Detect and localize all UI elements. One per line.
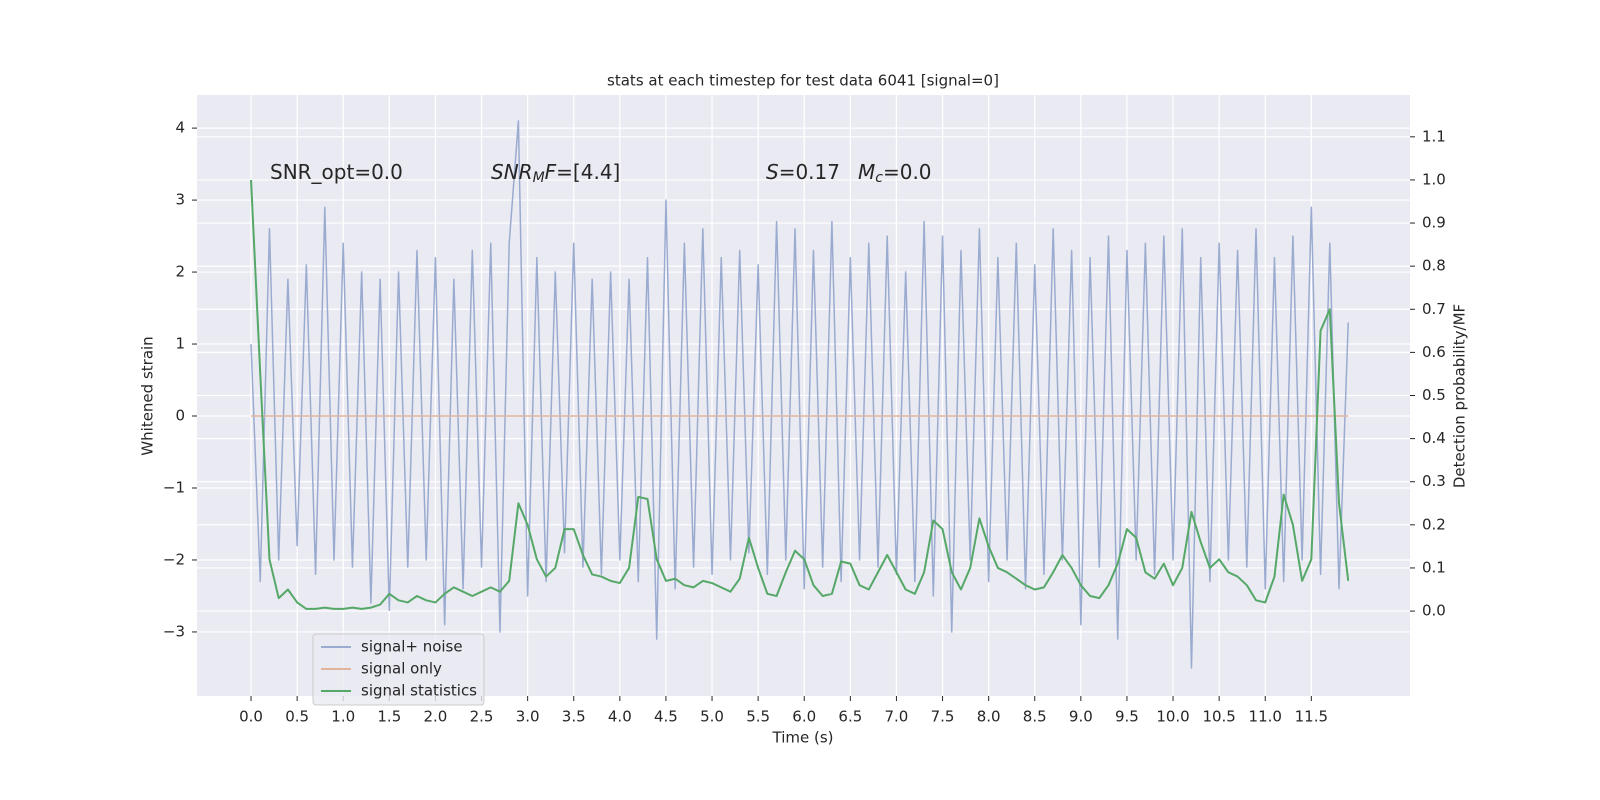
y2-tick-label: 0.0 — [1422, 602, 1446, 620]
legend-label: signal only — [361, 660, 442, 678]
annotation-part: M — [533, 170, 545, 186]
legend-label: signal+ noise — [361, 638, 463, 656]
chart-title: stats at each timestep for test data 604… — [607, 72, 999, 90]
y2-tick-label: 0.9 — [1422, 214, 1446, 232]
annotation-part: SNR_opt=0.0 — [270, 160, 403, 184]
x-tick-label: 9.0 — [1069, 708, 1093, 726]
x-tick-label: 0.0 — [239, 708, 263, 726]
x-tick-label: 7.5 — [931, 708, 955, 726]
y-tick-label: −1 — [163, 478, 185, 496]
annotation-part: =0.17 — [779, 160, 840, 184]
x-tick-label: 1.5 — [377, 708, 401, 726]
x-tick-label: 8.5 — [1023, 708, 1047, 726]
y-tick-label: −3 — [163, 622, 185, 640]
x-tick-label: 3.0 — [516, 708, 540, 726]
y2-tick-label: 0.2 — [1422, 515, 1446, 533]
y-axis-label: Whitened strain — [139, 336, 157, 455]
y2-tick-label: 0.5 — [1422, 386, 1446, 404]
x-tick-label: 5.5 — [746, 708, 770, 726]
series-line — [250, 120, 1349, 669]
x-tick-label: 2.0 — [424, 708, 448, 726]
annotation-part: =0.0 — [883, 160, 932, 184]
legend: signal+ noise signal only signal statistic… — [312, 633, 485, 706]
series-line — [250, 179, 1350, 610]
y2-tick-label: 0.1 — [1422, 558, 1446, 576]
x-tick-label: 6.0 — [792, 708, 816, 726]
x-tick-label: 8.0 — [977, 708, 1001, 726]
x-tick-label: 1.0 — [331, 708, 355, 726]
annotation-part: c — [875, 170, 883, 186]
annotation-part: SNR — [491, 160, 533, 184]
y-tick-label: 0 — [175, 407, 185, 425]
x-tick-label: 10.0 — [1156, 708, 1189, 726]
legend-label: signal statistics — [361, 682, 477, 700]
x-tick-label: 4.5 — [654, 708, 678, 726]
x-tick-label: 11.0 — [1249, 708, 1282, 726]
annotation: S=0.17 Mc=0.0 — [766, 160, 932, 187]
annotation-part: F — [545, 160, 557, 184]
x-tick-label: 4.0 — [608, 708, 632, 726]
y-tick-label: 3 — [175, 191, 185, 209]
annotation-part: S — [766, 160, 779, 184]
y2-axis-label: Detection probability/MF — [1451, 304, 1469, 488]
x-tick-label: 0.5 — [285, 708, 309, 726]
annotation: SNRMF=[4.4] — [491, 160, 620, 187]
x-tick-label: 11.5 — [1295, 708, 1328, 726]
x-axis-label: Time (s) — [772, 729, 834, 747]
marks — [250, 120, 1350, 669]
annotation: SNR_opt=0.0 — [270, 160, 403, 184]
y-tick-label: −2 — [163, 550, 185, 568]
annotation-part: M — [858, 160, 875, 184]
y-tick-label: 1 — [175, 335, 185, 353]
legend-box — [312, 633, 485, 706]
y2-tick-label: 0.6 — [1422, 343, 1446, 361]
x-tick-label: 10.5 — [1202, 708, 1235, 726]
y2-tick-label: 1.1 — [1422, 127, 1446, 145]
y2-tick-label: 0.3 — [1422, 472, 1446, 490]
y2-tick-label: 1.0 — [1422, 170, 1446, 188]
y2-tick-label: 0.8 — [1422, 257, 1446, 275]
y-tick-label: 4 — [175, 119, 185, 137]
y2-tick-label: 0.4 — [1422, 429, 1446, 447]
y2-tick-label: 0.7 — [1422, 300, 1446, 318]
y-tick-label: 2 — [175, 263, 185, 281]
x-tick-label: 2.5 — [470, 708, 494, 726]
x-tick-label: 5.0 — [700, 708, 724, 726]
x-tick-label: 3.5 — [562, 708, 586, 726]
x-tick-label: 7.0 — [885, 708, 909, 726]
x-tick-label: 9.5 — [1115, 708, 1139, 726]
x-tick-label: 6.5 — [838, 708, 862, 726]
annotation-part: =[4.4] — [556, 160, 620, 184]
